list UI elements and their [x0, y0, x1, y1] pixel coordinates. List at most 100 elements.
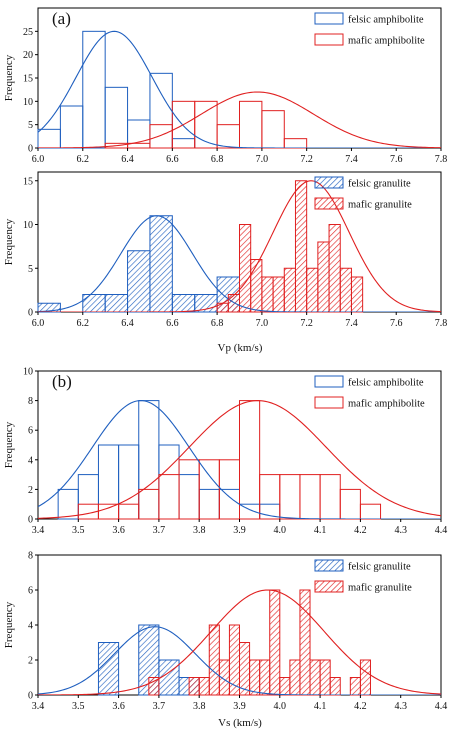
y-tick-label: 4 — [28, 621, 33, 632]
y-axis-title: Frequency — [3, 421, 15, 468]
panel-vp-amphibolite: (a) 6.0 6.2 6.4 6.6 6.8 7.0 7.2 7.4 7.6 7.8 0 5 10 15… — [3, 7, 448, 165]
legend: felsic granulite mafic granulite — [314, 176, 412, 211]
y-tick-label: 25 — [23, 27, 33, 38]
bar-mafic — [138, 488, 160, 520]
y-tick-label: 5 — [28, 264, 33, 275]
bar-felsic — [57, 488, 79, 520]
bar-felsic — [118, 444, 140, 520]
x-tick-label: 3.6 — [112, 525, 125, 536]
y-tick-label: 10 — [23, 367, 33, 378]
fit-curve-mafic — [38, 589, 441, 695]
x-tick-label: 4.0 — [274, 701, 287, 712]
legend-label-felsic: felsic amphibolite — [348, 378, 424, 389]
bar-mafic — [149, 124, 173, 149]
x-tick-label: 4.4 — [435, 525, 448, 536]
legend-swatch-felsic — [314, 559, 344, 572]
legend: felsic amphibolite mafic amphibolite — [314, 12, 425, 47]
bar-felsic — [59, 105, 84, 149]
y-tick-label: 8 — [28, 396, 33, 407]
bar-mafic — [188, 677, 200, 696]
bar-felsic — [149, 215, 173, 313]
y-axis-title: Frequency — [3, 54, 15, 101]
bar-mafic — [350, 276, 364, 313]
panel-label-b: (b) — [52, 372, 72, 391]
bar-felsic — [218, 488, 241, 520]
x-tick-label: 3.7 — [153, 525, 166, 536]
legend-swatch-felsic — [314, 12, 344, 25]
bar-mafic — [339, 488, 361, 520]
y-tick-label: 6 — [28, 586, 33, 597]
bar-felsic — [82, 294, 106, 313]
bar-mafic — [239, 224, 252, 313]
legend-label-mafic: mafic granulite — [348, 583, 412, 594]
x-tick-label: 7.0 — [256, 154, 269, 165]
y-tick-label: 0 — [28, 308, 33, 319]
bar-mafic — [359, 659, 371, 696]
bar-mafic — [259, 474, 281, 520]
bar-mafic — [239, 100, 263, 149]
x-tick-label: 7.0 — [256, 318, 269, 329]
bar-mafic — [178, 459, 200, 520]
y-tick-label: 10 — [23, 220, 33, 231]
bar-mafic — [299, 589, 311, 696]
panel-vs-granulite: 3.4 3.5 3.6 3.7 3.8 3.9 4.0 4.1 4.2 4.3 4.4 0 2 4 6 8 Fr… — [3, 551, 447, 730]
bar-mafic — [208, 624, 220, 696]
y-tick-label: 0 — [28, 144, 33, 155]
x-tick-label: 4.3 — [394, 701, 407, 712]
x-tick-label: 4.0 — [274, 525, 287, 536]
legend-label-mafic: mafic amphibolite — [348, 399, 425, 410]
bar-felsic — [138, 400, 160, 520]
y-tick-label: 5 — [28, 120, 33, 131]
x-tick-label: 7.8 — [435, 154, 448, 165]
y-tick-label: 15 — [23, 176, 33, 187]
bar-felsic — [104, 294, 129, 313]
bar-felsic — [198, 488, 220, 520]
legend-swatch-felsic — [314, 375, 344, 388]
x-tick-label: 3.8 — [193, 525, 206, 536]
bar-mafic — [272, 276, 285, 313]
y-tick-label: 8 — [28, 551, 33, 562]
bar-mafic — [118, 503, 140, 520]
x-tick-label: 3.4 — [32, 701, 45, 712]
bar-mafic — [279, 474, 301, 520]
bar-mafic — [261, 276, 274, 313]
series-felsic — [37, 215, 241, 313]
bar-mafic — [249, 659, 261, 696]
bar-mafic — [148, 677, 160, 696]
bar-mafic — [250, 259, 263, 313]
bar-mafic — [239, 400, 261, 520]
bar-felsic — [82, 30, 106, 149]
x-tick-label: 3.6 — [112, 701, 125, 712]
fit-curve-felsic — [38, 215, 441, 312]
bar-felsic — [158, 444, 180, 520]
legend-label-felsic: felsic granulite — [348, 179, 411, 190]
y-tick-label: 15 — [23, 74, 33, 85]
x-tick-label: 7.6 — [390, 154, 403, 165]
x-tick-label: 6.8 — [211, 318, 224, 329]
x-tick-label: 7.2 — [300, 318, 313, 329]
bar-mafic — [158, 474, 180, 520]
series-mafic — [148, 589, 371, 696]
bar-felsic — [127, 250, 151, 313]
y-axis-title: Frequency — [3, 218, 15, 265]
y-tick-label: 0 — [28, 515, 33, 526]
x-tick-label: 6.2 — [77, 154, 90, 165]
bar-felsic — [37, 128, 61, 149]
bar-mafic — [97, 503, 120, 520]
x-tick-label: 6.0 — [32, 318, 45, 329]
x-tick-label: 6.0 — [32, 154, 45, 165]
x-tick-label: 3.5 — [72, 701, 85, 712]
x-tick-label: 7.2 — [300, 154, 313, 165]
x-tick-label: 4.4 — [435, 701, 448, 712]
bar-mafic — [216, 124, 241, 149]
bar-mafic — [349, 677, 361, 696]
bar-mafic — [269, 589, 281, 696]
x-tick-label: 4.1 — [314, 525, 327, 536]
bar-mafic — [329, 677, 341, 696]
bar-mafic — [309, 659, 321, 696]
legend-swatch-mafic — [314, 33, 344, 46]
bar-felsic — [171, 138, 196, 149]
legend-label-mafic: mafic amphibolite — [348, 36, 425, 47]
legend-label-mafic: mafic granulite — [348, 200, 412, 211]
